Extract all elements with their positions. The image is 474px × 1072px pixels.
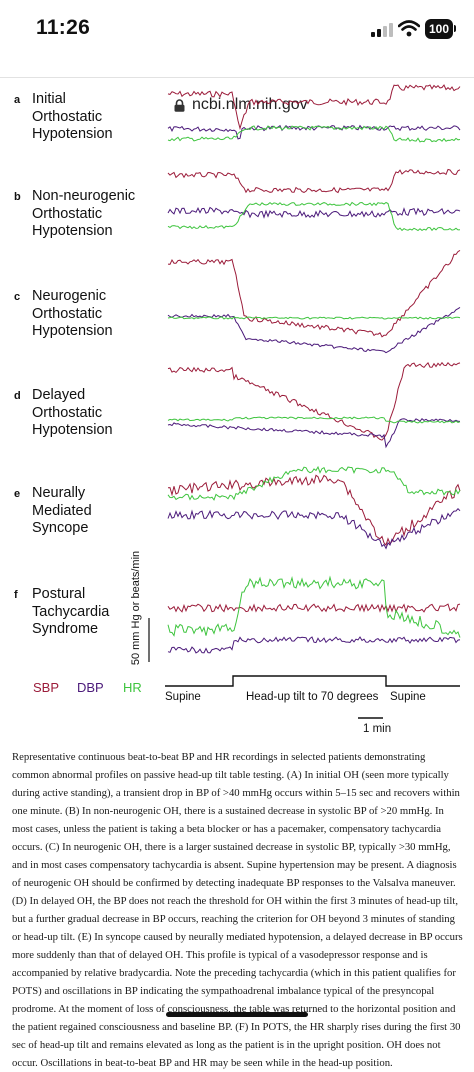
legend-dbp: DBP	[77, 680, 104, 695]
panel-letter: a	[14, 94, 21, 106]
sbp-trace-f	[167, 603, 461, 614]
dbp-trace-c	[167, 306, 461, 354]
panel-label: Delayed Orthostatic Hypotension	[32, 387, 113, 438]
cellular-signal-icon	[371, 23, 393, 37]
dbp-trace-f	[167, 636, 461, 654]
home-indicator[interactable]	[166, 1012, 308, 1017]
tilt-label: Head-up tilt to 70 degrees	[246, 691, 379, 703]
panel-letter: e	[14, 488, 21, 500]
panel-label: Neurogenic Orthostatic Hypotension	[32, 288, 113, 339]
panel-label: Non-neurogenic Orthostatic Hypotension	[32, 188, 136, 239]
panel-label: Initial Orthostatic Hypotension	[32, 91, 113, 142]
dbp-trace-a	[167, 124, 461, 140]
tilt-protocol-line	[165, 675, 460, 687]
scale-bar-label: 50 mm Hg or beats/min	[130, 550, 142, 666]
sbp-trace-b	[167, 168, 461, 194]
battery-icon: 100	[425, 19, 453, 39]
legend-hr: HR	[123, 680, 142, 695]
hemodynamic-traces	[148, 84, 461, 719]
panel-letter: f	[14, 589, 18, 601]
hr-trace-d	[167, 416, 461, 424]
hr-trace-c	[167, 316, 461, 320]
lock-icon	[174, 99, 185, 112]
sbp-trace-e	[167, 474, 461, 546]
panel-label: Postural Tachycardia Syndrome	[32, 586, 110, 637]
sbp-trace-a	[167, 84, 461, 131]
sbp-trace-c	[167, 249, 461, 338]
supine-left-label: Supine	[165, 691, 201, 703]
dbp-trace-e	[167, 507, 461, 550]
battery-nub	[454, 25, 456, 32]
panel-label: Neurally Mediated Syncope	[32, 485, 92, 536]
wifi-icon	[398, 20, 420, 37]
status-time: 11:26	[36, 16, 91, 39]
status-bar: 11:26 100	[0, 0, 474, 56]
dbp-trace-d	[167, 417, 461, 449]
page-url: ncbi.nlm.nih.gov	[192, 96, 308, 113]
panel-letter: b	[14, 191, 21, 203]
panel-letter: d	[14, 390, 21, 402]
divider	[0, 77, 474, 78]
hr-trace-e	[167, 465, 461, 501]
legend-sbp: SBP	[33, 680, 60, 695]
time-scale-label: 1 min	[363, 723, 392, 735]
hr-trace-f	[167, 575, 461, 638]
hr-trace-b	[167, 201, 461, 232]
figure-caption: Representative continuous beat-to-beat B…	[12, 751, 463, 1069]
dbp-trace-b	[167, 206, 461, 219]
address-bar[interactable]: ncbi.nlm.nih.gov	[0, 46, 474, 113]
panel-letter: c	[14, 291, 21, 303]
sbp-trace-d	[167, 361, 461, 441]
supine-right-label: Supine	[390, 691, 426, 703]
hr-trace-a	[167, 125, 461, 143]
